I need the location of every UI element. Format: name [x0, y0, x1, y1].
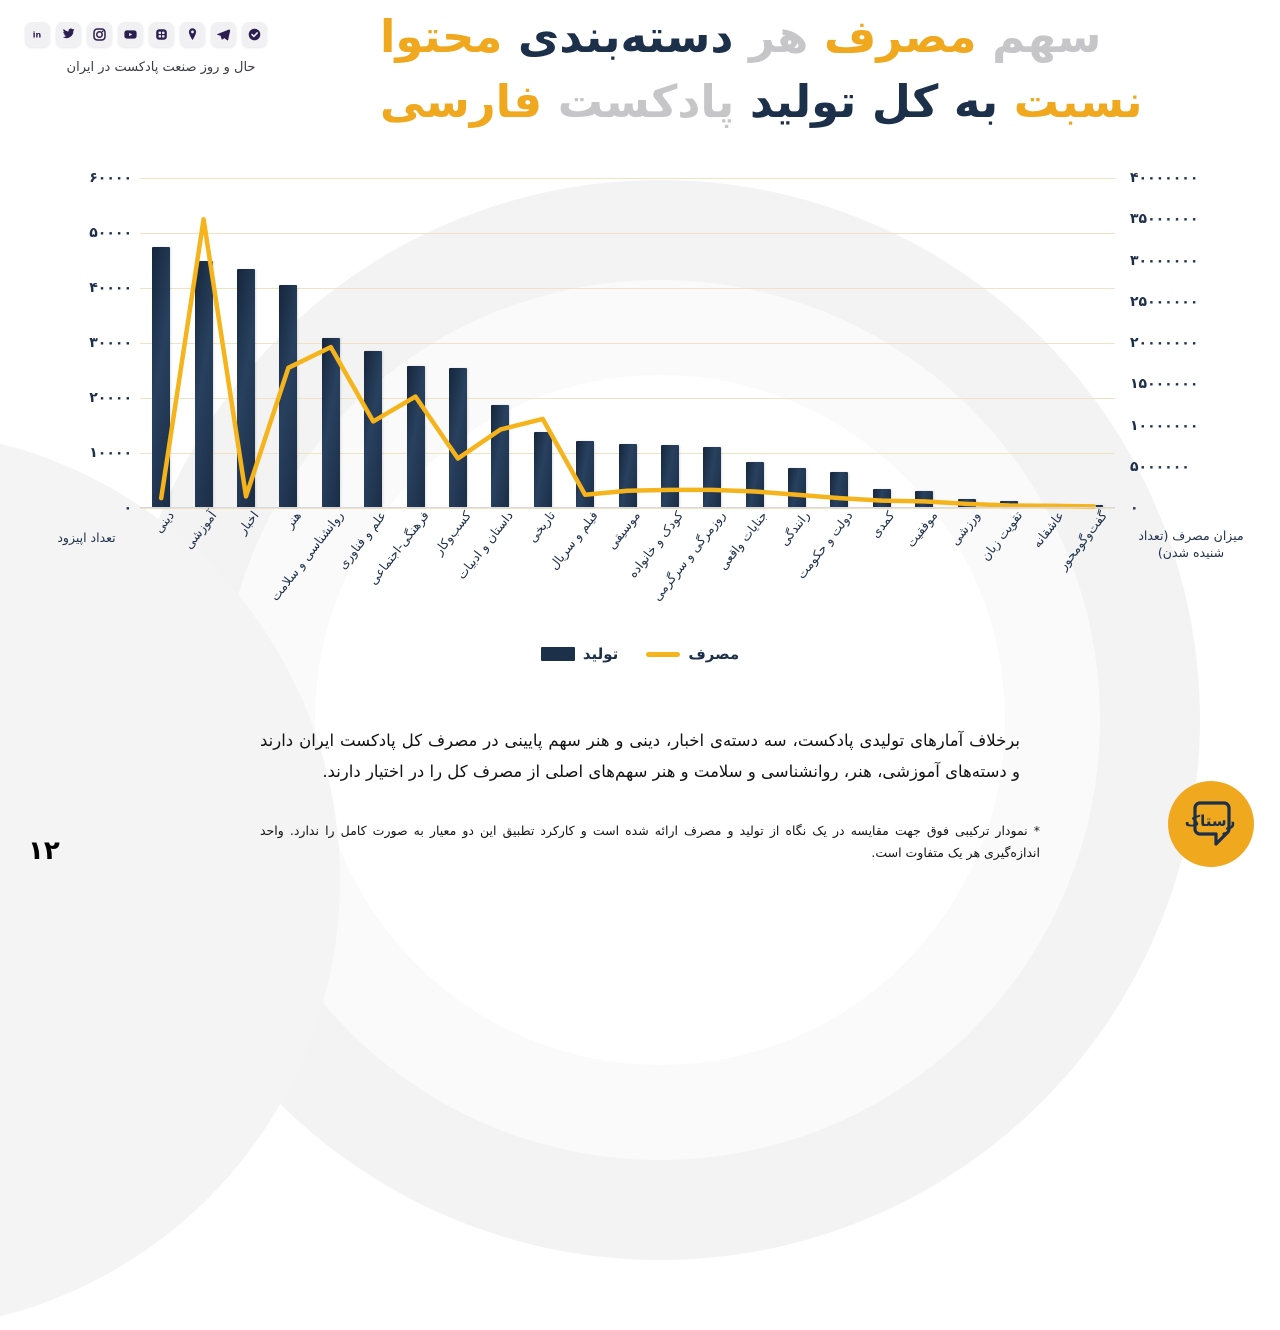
- twitter-icon[interactable]: [56, 22, 81, 47]
- y-tick-right: ۰: [1130, 500, 1139, 516]
- social-links: in: [25, 22, 267, 47]
- x-axis-label: اخبار: [234, 508, 262, 537]
- grid-line: [140, 178, 1115, 179]
- x-axis-label: موسیقی: [604, 508, 644, 553]
- body-paragraph: برخلاف آمارهای تولیدی پادکست، سه دسته‌ی …: [260, 731, 1020, 781]
- bar: [703, 446, 722, 508]
- x-axis-label: کمدی: [867, 508, 898, 541]
- page-title: سهم مصرف هر دسته‌بندی محتوا نسبت به کل ت…: [380, 4, 1180, 135]
- chart: ۰ ۱۰۰۰۰ ۲۰۰۰۰ ۳۰۰۰۰ ۴۰۰۰۰ ۵۰۰۰۰ ۶۰۰۰۰ ۰ ۵۰۰۰۰۰۰…: [0, 160, 1280, 604]
- x-axis-label: موفقیت: [902, 508, 941, 550]
- bar: [194, 260, 213, 508]
- legend-label-consumption: مصرف: [688, 645, 740, 663]
- y-tick-right: ۵۰۰۰۰۰۰: [1130, 458, 1190, 475]
- y-tick-right: ۱۵۰۰۰۰۰۰: [1130, 376, 1199, 393]
- bar: [533, 432, 552, 508]
- title-line-1: سهم مصرف هر دسته‌بندی محتوا: [380, 4, 1180, 69]
- brand-logo: رستاک: [1168, 781, 1254, 867]
- x-axis-label: روانشناسی و سلامت: [267, 508, 347, 604]
- x-axis-label: ورزشی: [946, 508, 983, 548]
- chart-legend: مصرف تولید: [0, 645, 1280, 663]
- aparat-icon[interactable]: [149, 22, 174, 47]
- bar: [788, 468, 807, 508]
- legend-item-production: تولید: [540, 645, 619, 663]
- youtube-icon[interactable]: [118, 22, 143, 47]
- line-series: [158, 217, 1097, 509]
- y-tick-right: ۳۵۰۰۰۰۰۰: [1130, 211, 1199, 228]
- title-word: دسته‌بندی: [502, 10, 735, 63]
- shield-check-icon[interactable]: [242, 22, 267, 47]
- x-axis-label: هنر: [281, 508, 305, 531]
- svg-text:رستاک: رستاک: [1185, 812, 1236, 830]
- title-word: پادکست: [542, 75, 736, 129]
- x-axis-line: [140, 506, 1115, 508]
- title-word: فارسی: [380, 75, 543, 129]
- rastaak-logo-icon: رستاک: [1185, 801, 1236, 846]
- x-axis-label: دینی: [150, 508, 178, 536]
- y-tick-left: ۶۰۰۰۰: [89, 170, 132, 186]
- legend-swatch-line: [646, 651, 681, 657]
- location-pin-icon[interactable]: [180, 22, 205, 47]
- title-word: هر: [733, 10, 809, 63]
- page-number: ۱۲: [28, 836, 60, 866]
- y-axis-left-title: تعداد اپیزود: [57, 530, 116, 545]
- grid-line: [140, 233, 1115, 234]
- y-tick-right: ۳۰۰۰۰۰۰۰: [1130, 252, 1199, 269]
- grid-line: [140, 343, 1115, 344]
- x-axis-label: تقویت زبان: [977, 508, 1025, 564]
- title-line-2: نسبت به کل تولید پادکست فارسی: [380, 69, 1180, 134]
- instagram-icon[interactable]: [87, 22, 112, 47]
- grid-line: [140, 398, 1115, 399]
- x-axis-label: آموزشی: [180, 508, 220, 552]
- y-tick-left: ۴۰۰۰۰: [89, 280, 132, 296]
- legend-item-consumption: مصرف: [646, 645, 739, 663]
- title-word: سهم: [976, 10, 1102, 63]
- y-tick-right: ۲۰۰۰۰۰۰۰: [1130, 335, 1199, 351]
- x-axis-label: تاریخی: [524, 508, 559, 546]
- y-tick-left: ۱۰۰۰۰: [89, 445, 132, 461]
- bar: [364, 351, 383, 508]
- telegram-icon[interactable]: [211, 22, 236, 47]
- y-tick-right: ۴۰۰۰۰۰۰۰: [1130, 170, 1199, 186]
- consumption-line: [158, 217, 1097, 509]
- bar: [152, 246, 171, 508]
- x-axis-label: روزمرگی و سرگرمی: [648, 508, 729, 604]
- y-axis-right: ۰ ۵۰۰۰۰۰۰ ۱۰۰۰۰۰۰۰ ۱۵۰۰۰۰۰۰ ۲۰۰۰۰۰۰۰ ۲۵۰۰۰۰۰۰…: [1130, 170, 1240, 516]
- title-word: به کل تولید: [734, 75, 999, 129]
- bar: [576, 441, 595, 508]
- title-word: محتوا: [380, 10, 503, 63]
- title-word: نسبت: [998, 75, 1144, 129]
- y-tick-right: ۲۵۰۰۰۰۰۰: [1130, 293, 1199, 310]
- grid-line: [140, 508, 1115, 509]
- header: سهم مصرف هر دسته‌بندی محتوا نسبت به کل ت…: [0, 0, 1280, 150]
- bar: [321, 337, 340, 508]
- legend-label-production: تولید: [582, 645, 619, 663]
- x-axis-label: رانندگی: [776, 508, 813, 549]
- title-word: مصرف: [808, 10, 977, 63]
- bar: [448, 368, 467, 508]
- bar: [236, 268, 255, 508]
- x-axis-labels: دینی آموزشی اخبار هنر روانشناسی و سلامت علم و…: [140, 508, 1115, 638]
- linkedin-icon[interactable]: in: [25, 22, 50, 47]
- y-axis-right-title: میزان مصرف (تعداد شنیده شدن): [1138, 528, 1244, 560]
- footnote: * نمودار ترکیبی فوق جهت مقایسه در یک نگا…: [260, 823, 1040, 860]
- x-axis-label: عاشقانه: [1029, 508, 1068, 551]
- y-axis-left: ۰ ۱۰۰۰۰ ۲۰۰۰۰ ۳۰۰۰۰ ۴۰۰۰۰ ۵۰۰۰۰ ۶۰۰۰۰: [60, 170, 132, 516]
- plot-area: [140, 178, 1115, 509]
- legend-swatch-bar: [540, 647, 575, 661]
- y-tick-left: ۵۰۰۰۰: [89, 225, 132, 241]
- y-tick-left: ۰: [123, 500, 132, 516]
- y-tick-right: ۱۰۰۰۰۰۰۰: [1130, 417, 1199, 434]
- header-subtitle: حال و روز صنعت پادکست در ایران: [66, 60, 256, 75]
- y-tick-left: ۲۰۰۰۰: [89, 390, 132, 406]
- bar: [279, 285, 298, 508]
- grid-line: [140, 288, 1115, 289]
- bar: [745, 461, 764, 508]
- bar-series: [140, 178, 1115, 508]
- x-axis-label: کسب‌وکار: [430, 508, 474, 558]
- svg-text:in: in: [33, 31, 42, 40]
- y-tick-left: ۳۰۰۰۰: [89, 335, 132, 351]
